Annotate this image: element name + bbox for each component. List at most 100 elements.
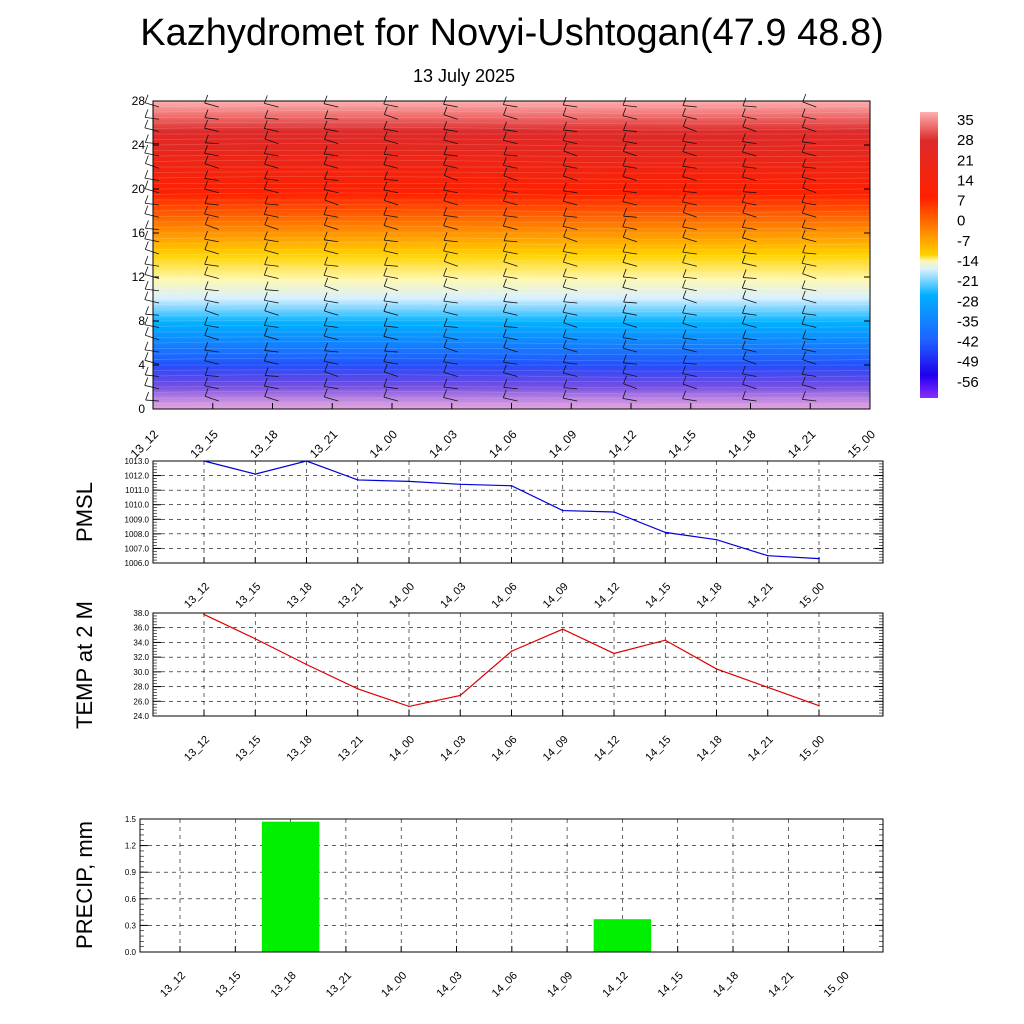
- x-tick-label: 14_12: [592, 581, 622, 611]
- wind-barb-flag: [443, 156, 447, 166]
- wind-barb-flag: [204, 256, 209, 265]
- wind-barb: [144, 213, 160, 218]
- x-tick-label: 14_15: [643, 734, 673, 764]
- wind-barb: [682, 297, 697, 304]
- wind-barb-flag: [383, 192, 388, 201]
- y-axis-title: PRECIP, mm: [72, 821, 97, 949]
- wind-barb: [802, 101, 817, 108]
- wind-barb: [503, 104, 518, 108]
- wind-barb: [144, 299, 160, 304]
- wind-barb: [264, 385, 279, 390]
- heatmap-field: [153, 101, 870, 409]
- wind-barb-flag: [682, 229, 687, 238]
- wind-barb-flag: [562, 107, 567, 116]
- wind-barb: [144, 152, 160, 157]
- wind-barb-flag: [623, 208, 627, 217]
- data-point: [305, 663, 308, 666]
- wind-barb-flag: [682, 354, 687, 364]
- x-tick-label: 14_06: [490, 581, 520, 611]
- wind-barb: [682, 226, 697, 230]
- wind-barb-flag: [562, 132, 567, 141]
- data-point: [510, 484, 513, 487]
- wind-barb: [443, 225, 458, 230]
- wind-barb-flag: [742, 229, 746, 238]
- wind-barb: [504, 326, 518, 328]
- x-tick-label: 14_09: [541, 734, 571, 764]
- wind-barb: [503, 386, 518, 390]
- wind-barb: [383, 214, 399, 218]
- wind-barb: [383, 139, 399, 145]
- x-tick-label: 13_18: [285, 581, 315, 611]
- contour-line: [152, 369, 871, 372]
- wind-barb-flag: [323, 231, 328, 240]
- wind-barb-flag: [263, 231, 268, 240]
- wind-barb: [443, 250, 458, 255]
- wind-barb-flag: [144, 134, 149, 143]
- wind-barb: [802, 212, 817, 218]
- wind-barb: [324, 385, 339, 390]
- wind-barb-flag: [144, 241, 149, 250]
- wind-barb-flag: [742, 204, 747, 213]
- wind-barb: [802, 151, 817, 157]
- wind-barb-flag: [503, 207, 507, 216]
- wind-barb: [264, 310, 279, 316]
- wind-barb: [323, 275, 339, 279]
- wind-barb: [503, 275, 518, 279]
- wind-barb: [563, 129, 578, 132]
- y-tick-label: 28: [132, 94, 146, 108]
- wind-barb-flag: [443, 353, 447, 363]
- wind-barb: [623, 129, 638, 132]
- wind-barb-flag: [324, 131, 328, 140]
- plot-frame: [152, 460, 884, 564]
- wind-barb-flag: [144, 119, 149, 129]
- wind-barb-flag: [264, 216, 269, 225]
- wind-barb-flag: [204, 316, 208, 326]
- wind-barb: [264, 102, 279, 108]
- wind-barb-flag: [263, 377, 268, 387]
- wind-barb: [742, 115, 757, 120]
- colorbar-label: 21: [957, 152, 974, 169]
- wind-barb: [145, 248, 160, 255]
- contour-line: [152, 324, 871, 329]
- wind-barb: [323, 300, 339, 304]
- x-tick-label: 14_21: [746, 581, 776, 611]
- x-tick-label: 14_12: [600, 970, 630, 1000]
- wind-barb-flag: [623, 293, 627, 303]
- wind-barb: [204, 385, 219, 390]
- wind-barb-flag: [324, 110, 329, 119]
- wind-barb-flag: [563, 142, 568, 152]
- wind-barb-flag: [443, 217, 447, 226]
- wind-barb: [444, 261, 458, 267]
- wind-barb-flag: [144, 366, 149, 376]
- colorbar-label: 14: [957, 172, 974, 189]
- wind-barb: [503, 129, 518, 132]
- contour-line: [152, 242, 871, 246]
- wind-barb: [563, 104, 578, 108]
- wind-barb: [742, 358, 757, 365]
- wind-barb-flag: [144, 291, 149, 300]
- data-point: [203, 460, 205, 462]
- x-tick-label: 14_12: [606, 427, 640, 461]
- wind-barb-flag: [144, 180, 149, 189]
- wind-barb: [145, 202, 160, 206]
- wind-barb-flag: [622, 314, 627, 324]
- data-point: [818, 557, 820, 560]
- wind-barb-flag: [502, 243, 507, 252]
- data-point: [561, 628, 564, 630]
- wind-barb-flag: [801, 340, 806, 350]
- wind-barb: [742, 237, 757, 243]
- wind-barb-flag: [204, 377, 208, 386]
- x-tick-label: 14_03: [438, 581, 468, 611]
- x-tick-label: 13_21: [336, 734, 366, 764]
- wind-barb-flag: [144, 195, 149, 204]
- y-tick-label: 30.0: [133, 668, 149, 677]
- wind-barb-flag: [323, 302, 328, 312]
- wind-barb: [443, 275, 458, 279]
- wind-barb-flag: [204, 241, 209, 250]
- y-axis-title: PMSL: [72, 482, 97, 542]
- wind-barb-flag: [562, 329, 567, 338]
- wind-barb: [265, 375, 279, 377]
- wind-barb-flag: [204, 195, 209, 204]
- wind-barb-flag: [144, 377, 149, 386]
- wind-barb: [563, 150, 578, 157]
